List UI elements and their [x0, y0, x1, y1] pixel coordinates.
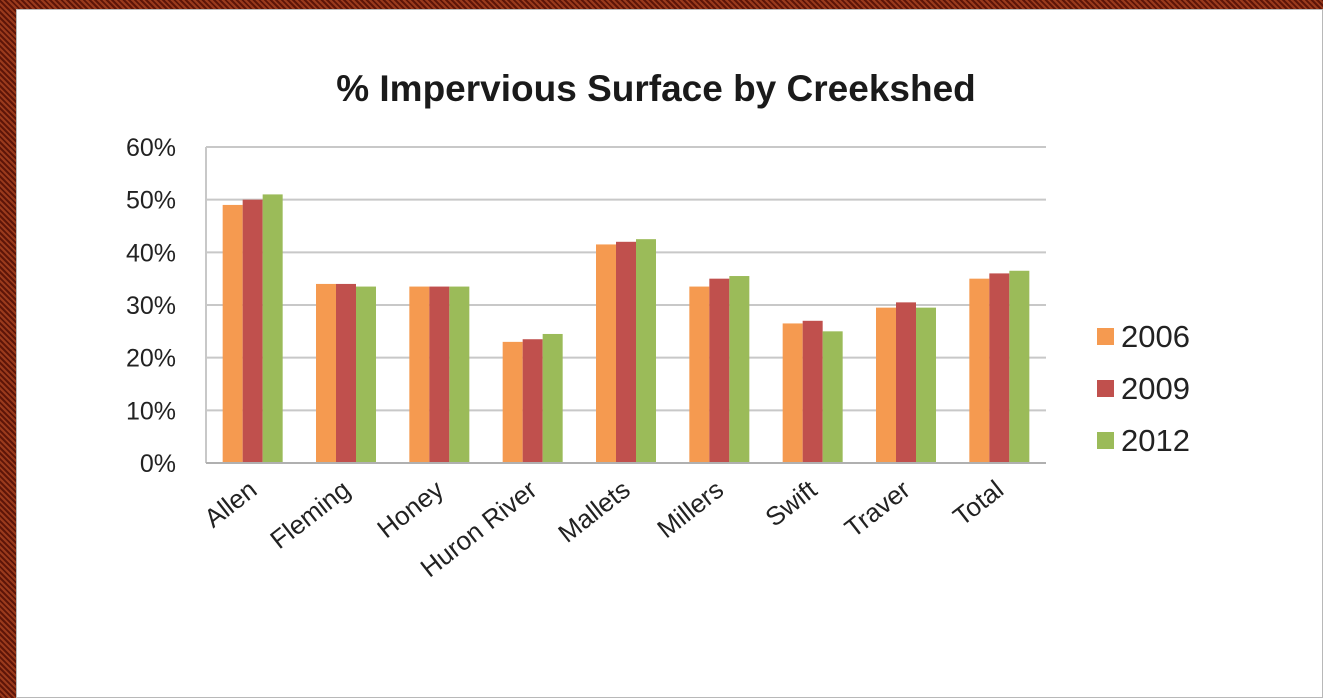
bar-2006-honey	[409, 286, 430, 463]
x-category-label: Honey	[371, 474, 449, 544]
bar-2012-huron-river	[542, 333, 563, 463]
y-tick-label: 30%	[126, 292, 176, 320]
bars	[222, 194, 1030, 463]
y-tick-label: 60%	[126, 134, 176, 162]
x-category-label: Millers	[651, 474, 729, 544]
x-category-label: Mallets	[552, 474, 635, 548]
bar-2006-huron-river	[502, 341, 523, 463]
x-category-label: Total	[947, 474, 1009, 531]
y-tick-label: 10%	[126, 397, 176, 425]
bar-2009-traver	[896, 302, 916, 463]
y-tick-label: 0%	[140, 450, 176, 478]
bar-2006-millers	[689, 286, 710, 463]
bar-2009-huron-river	[522, 339, 543, 463]
bar-2009-mallets	[616, 241, 636, 463]
bar-2006-mallets	[596, 244, 616, 463]
bar-2012-total	[1009, 270, 1030, 463]
legend-swatch-2006	[1097, 328, 1114, 345]
legend-label-2009: 2009	[1121, 371, 1190, 406]
chart-title: % Impervious Surface by Creekshed	[336, 68, 976, 109]
bar-2012-allen	[262, 194, 283, 463]
x-category-label: Fleming	[264, 474, 355, 555]
legend-swatch-2012	[1097, 432, 1114, 449]
y-axis-ticks: 0% 10% 20% 30% 40% 50% 60%	[126, 134, 176, 478]
x-category-label: Traver	[839, 474, 916, 544]
y-tick-label: 20%	[126, 345, 176, 373]
y-tick-label: 50%	[126, 187, 176, 215]
legend-label-2012: 2012	[1121, 423, 1190, 458]
x-category-label: Swift	[759, 474, 822, 533]
legend-swatch-2009	[1097, 380, 1114, 397]
bar-2006-allen	[222, 204, 243, 463]
bar-2012-mallets	[636, 239, 656, 463]
bar-2006-traver	[876, 307, 896, 463]
bar-2009-fleming	[336, 283, 356, 463]
bar-2006-total	[969, 278, 990, 463]
bar-2012-millers	[729, 276, 750, 463]
bar-2009-total	[989, 273, 1010, 463]
legend-label-2006: 2006	[1121, 319, 1190, 354]
x-category-label: Allen	[198, 474, 262, 533]
bar-2006-swift	[782, 323, 803, 463]
y-tick-label: 40%	[126, 239, 176, 267]
bar-2009-honey	[429, 286, 450, 463]
legend: 2006 2009 2012	[1097, 319, 1190, 458]
bar-2012-honey	[449, 286, 470, 463]
bar-2009-swift	[802, 320, 823, 463]
bar-2012-traver	[916, 307, 936, 463]
bar-2012-swift	[822, 331, 843, 463]
bar-2009-millers	[709, 278, 730, 463]
bar-2006-fleming	[316, 283, 336, 463]
bar-2012-fleming	[356, 286, 376, 463]
bar-2009-allen	[242, 199, 263, 463]
